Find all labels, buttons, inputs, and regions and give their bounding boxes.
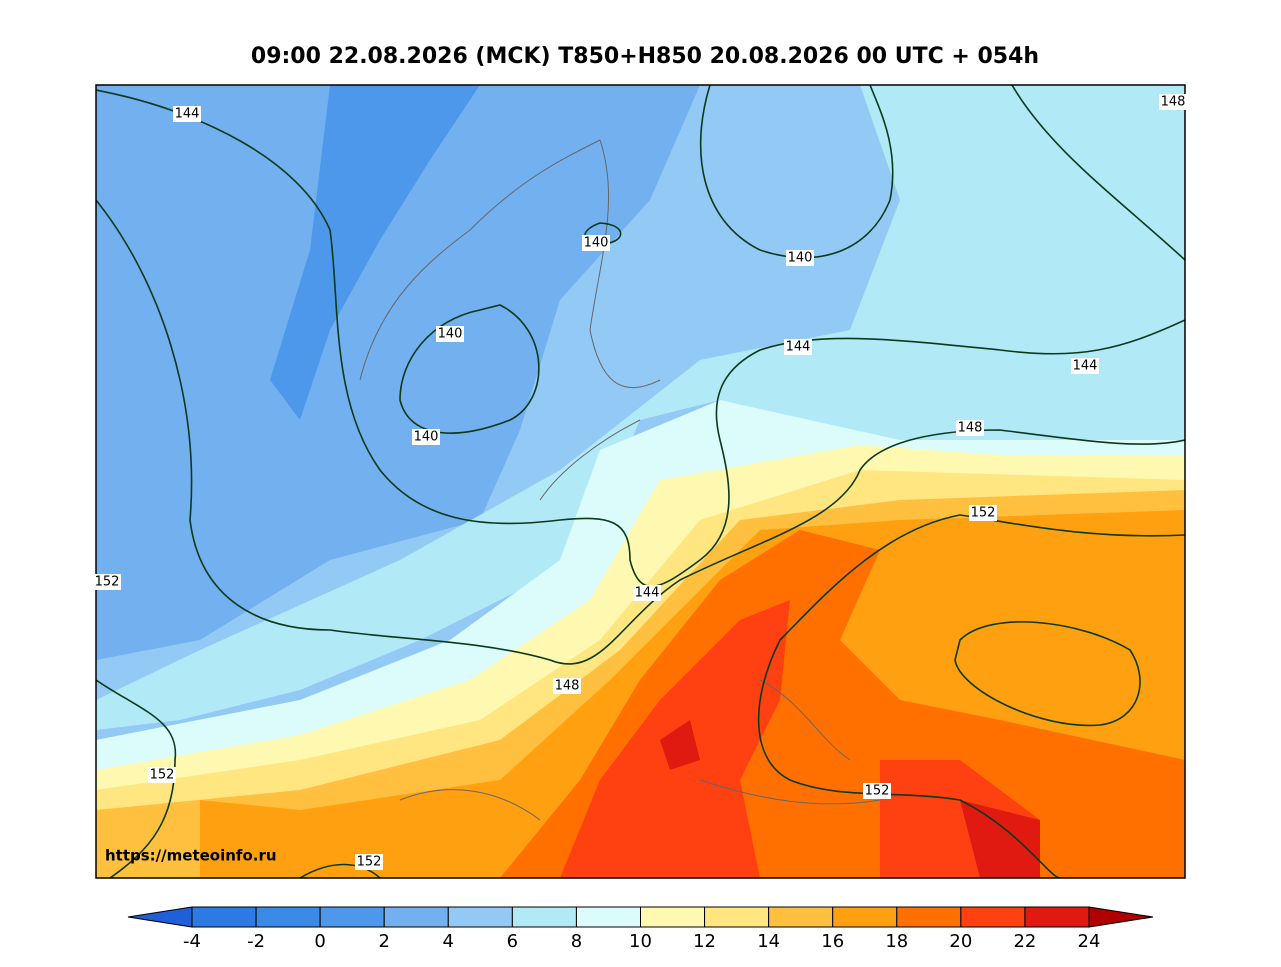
map-frame bbox=[95, 84, 1186, 879]
colorbar-segment bbox=[447, 906, 513, 928]
colorbar-tick-label: 18 bbox=[885, 931, 908, 952]
colorbar-segment bbox=[640, 906, 706, 928]
contour-label-bg bbox=[553, 678, 581, 694]
contour-label: 144 bbox=[786, 340, 811, 355]
temperature-region bbox=[660, 720, 1040, 878]
colorbar-tick-label: -2 bbox=[247, 931, 265, 952]
contour-label: 152 bbox=[150, 768, 175, 783]
contour-label-bg bbox=[436, 326, 464, 342]
colorbar-tick-label: 22 bbox=[1013, 931, 1036, 952]
colorbar-segment bbox=[768, 906, 834, 928]
temperature-field bbox=[96, 85, 1185, 878]
temperature-region bbox=[96, 85, 700, 660]
contour-label-bg bbox=[1071, 358, 1099, 374]
colorbar-extend-low bbox=[127, 906, 193, 928]
colorbar-segment bbox=[511, 906, 577, 928]
colorbar-extend-high bbox=[1088, 906, 1154, 928]
colorbar-tick-label: 12 bbox=[693, 931, 716, 952]
colorbar-tick-label: 0 bbox=[314, 931, 325, 952]
contour-label: 148 bbox=[555, 679, 580, 694]
contour-label-bg bbox=[784, 339, 812, 355]
colorbar-tick-label: 10 bbox=[629, 931, 652, 952]
colorbar-segment bbox=[960, 906, 1026, 928]
contour-label: 152 bbox=[865, 784, 890, 799]
contour-label-bg bbox=[863, 783, 891, 799]
colorbar-tick-label: 14 bbox=[757, 931, 780, 952]
colorbar-segment bbox=[191, 906, 257, 928]
watermark: https://meteoinfo.ru bbox=[105, 847, 277, 865]
colorbar-tick-label: 2 bbox=[378, 931, 389, 952]
colorbar-segment bbox=[319, 906, 385, 928]
contour-label-bg bbox=[148, 767, 176, 783]
contour-label: 140 bbox=[414, 430, 439, 445]
temperature-region bbox=[270, 85, 480, 420]
contour-label-bg bbox=[633, 585, 661, 601]
contour-label: 152 bbox=[357, 855, 382, 870]
colorbar-tick-label: 16 bbox=[821, 931, 844, 952]
contour-label: 152 bbox=[971, 506, 996, 521]
colorbar-segment bbox=[1024, 906, 1090, 928]
contour-label-bg bbox=[355, 854, 383, 870]
title: 09:00 22.08.2026 (MCK) T850+H850 20.08.2… bbox=[251, 44, 1039, 69]
colorbar-segment bbox=[704, 906, 770, 928]
colorbar-segment bbox=[255, 906, 321, 928]
colorbar-tick-label: 8 bbox=[571, 931, 582, 952]
colorbar-tick-label: 24 bbox=[1078, 931, 1101, 952]
temperature-region bbox=[96, 85, 1185, 730]
contour-label-bg bbox=[786, 250, 814, 266]
colorbar-segment bbox=[896, 906, 962, 928]
contour-label-bg bbox=[969, 505, 997, 521]
contour-label: 148 bbox=[958, 421, 983, 436]
colorbar-tick-label: 6 bbox=[507, 931, 518, 952]
contour-label: 144 bbox=[1073, 359, 1098, 374]
colorbar-segment bbox=[383, 906, 449, 928]
contour-label-bg bbox=[93, 574, 121, 590]
contour-label: 144 bbox=[635, 586, 660, 601]
contour-label-bg bbox=[1159, 94, 1187, 110]
colorbar-tick-label: 20 bbox=[949, 931, 972, 952]
colorbar-tick-label: 4 bbox=[443, 931, 454, 952]
contour-label-bg bbox=[412, 429, 440, 445]
contour-label: 152 bbox=[95, 575, 120, 590]
contour-label-bg bbox=[582, 235, 610, 251]
colorbar-segment bbox=[832, 906, 898, 928]
contour-label: 140 bbox=[788, 251, 813, 266]
contour-label-bg bbox=[956, 420, 984, 436]
contour-label: 140 bbox=[584, 236, 609, 251]
contour-label: 144 bbox=[175, 107, 200, 122]
temperature-region bbox=[560, 600, 1040, 878]
colorbar-segment bbox=[575, 906, 642, 928]
contour-label: 140 bbox=[438, 327, 463, 342]
contour-label: 148 bbox=[1161, 95, 1186, 110]
contour-label-bg bbox=[173, 106, 201, 122]
colorbar-tick-label: -4 bbox=[183, 931, 201, 952]
